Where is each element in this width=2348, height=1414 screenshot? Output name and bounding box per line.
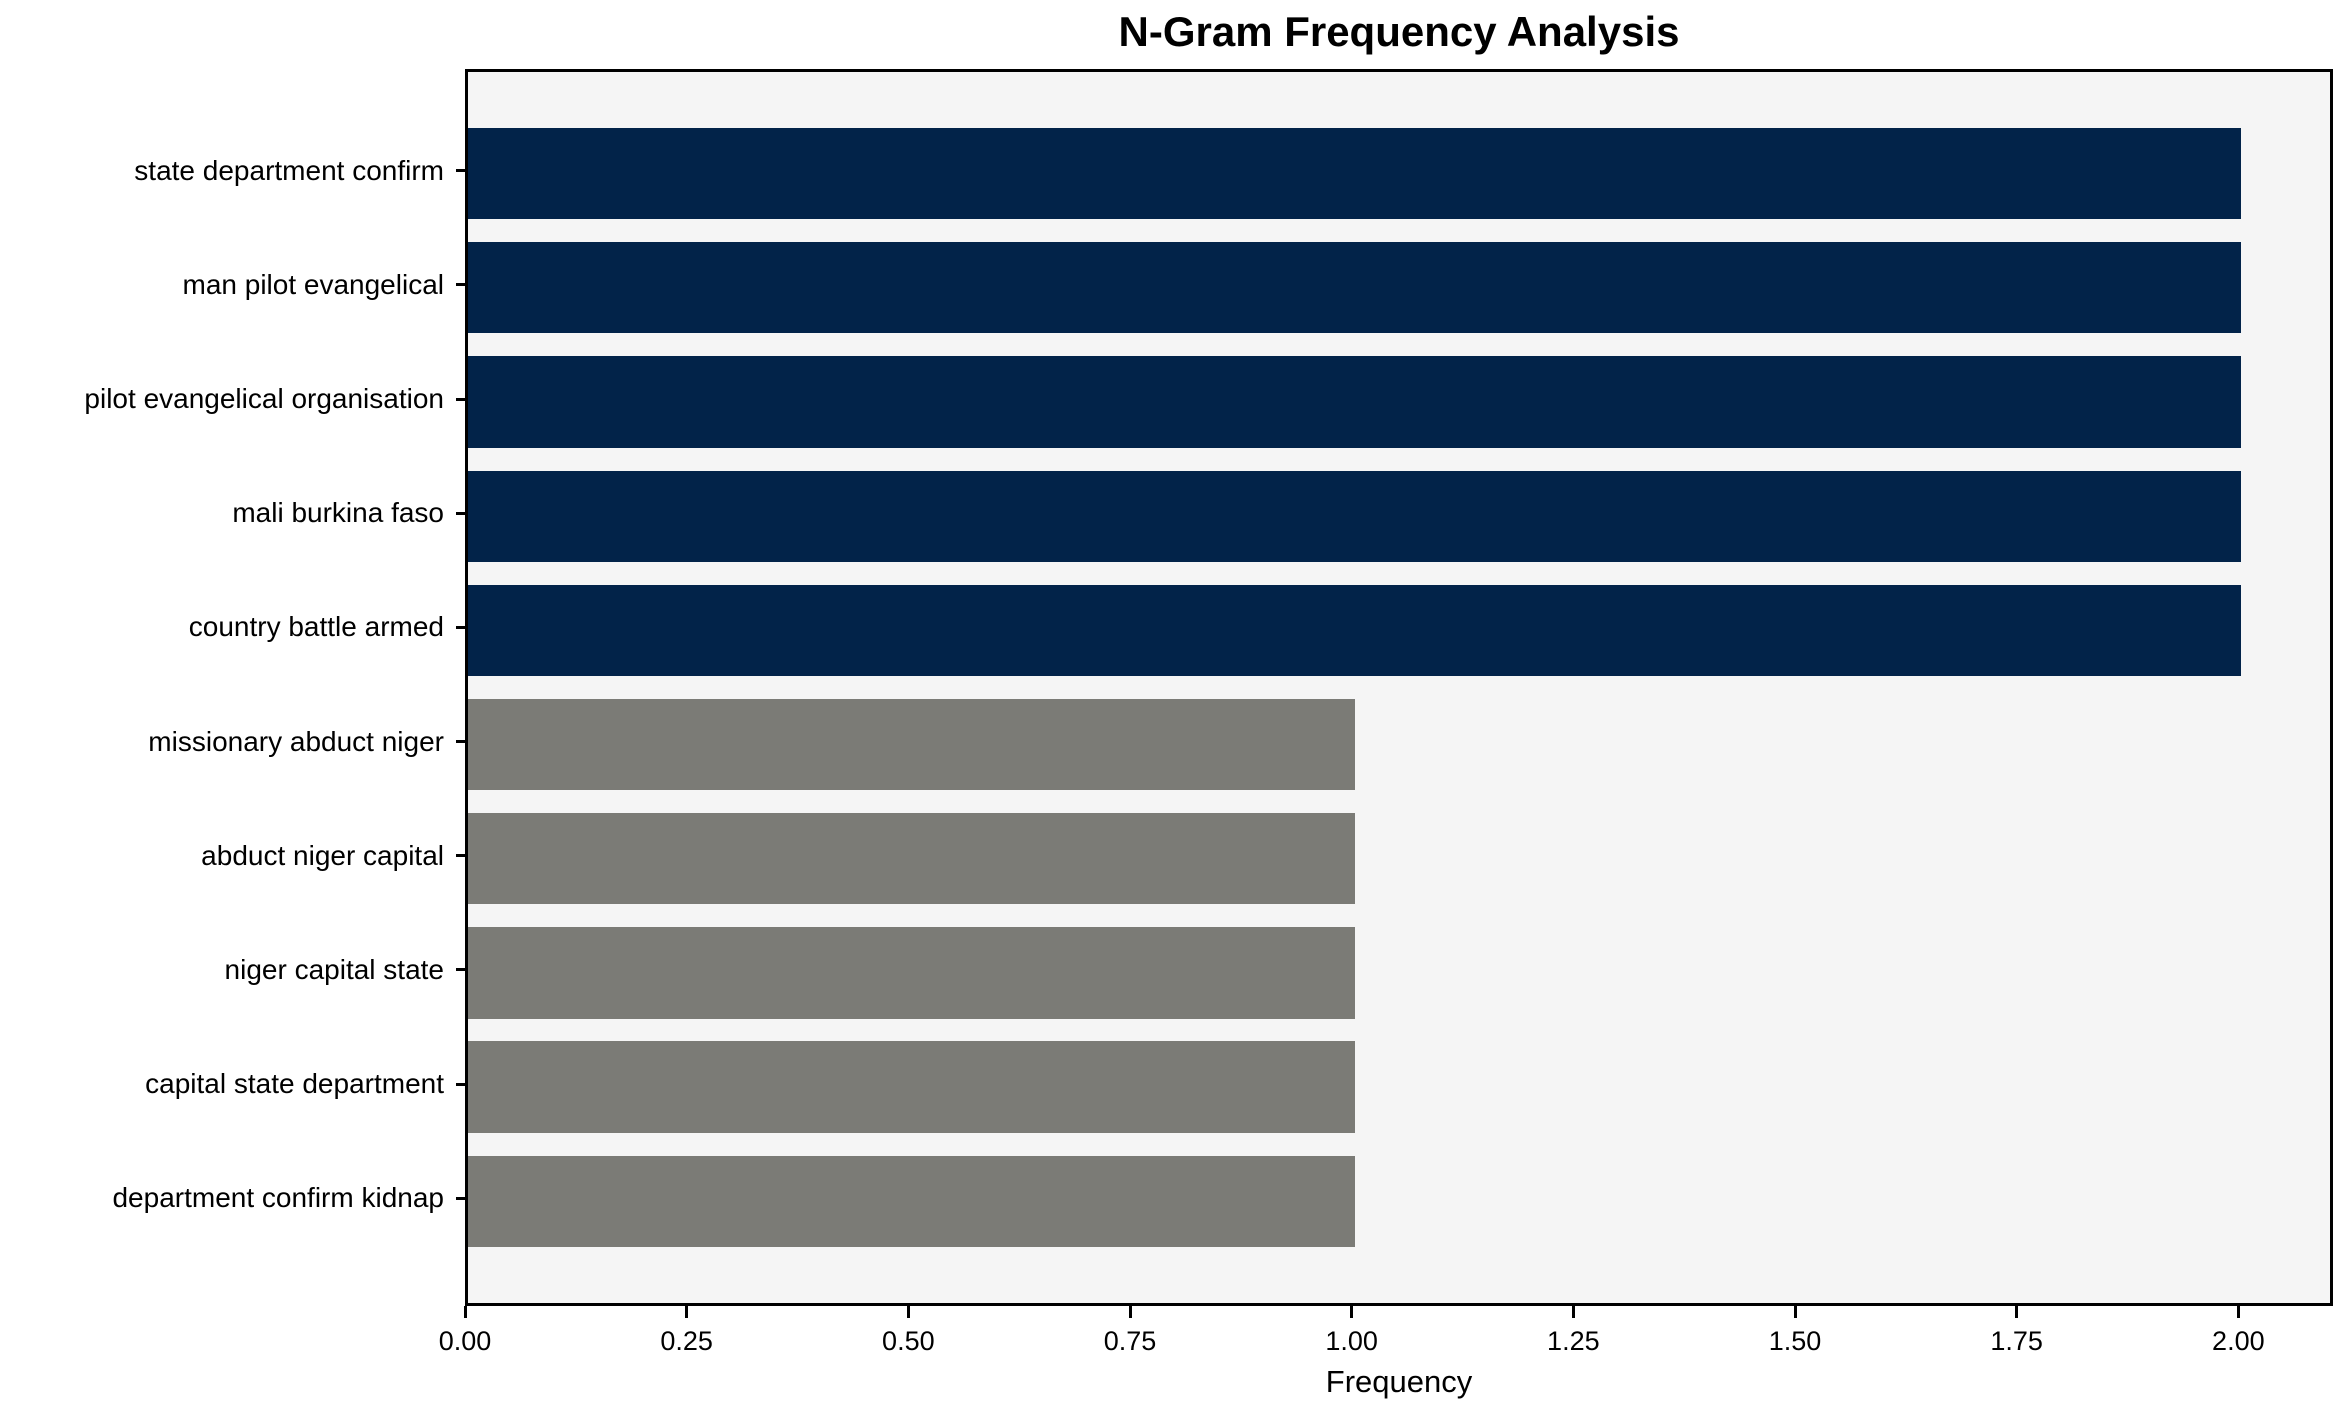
x-tick xyxy=(1571,1306,1575,1318)
x-tick xyxy=(1128,1306,1132,1318)
y-tick xyxy=(456,968,468,972)
x-tick xyxy=(1350,1306,1354,1318)
x-tick xyxy=(2015,1306,2019,1318)
bar xyxy=(468,470,2242,562)
x-tick-label: 0.25 xyxy=(660,1326,713,1356)
y-tick-label: man pilot evangelical xyxy=(182,268,445,300)
bar xyxy=(468,927,1355,1019)
bar xyxy=(468,127,2242,220)
x-tick-label: 1.00 xyxy=(1325,1326,1378,1356)
bar xyxy=(468,813,1355,905)
y-tick xyxy=(456,397,468,401)
x-tick-label: 1.50 xyxy=(1768,1326,1822,1356)
x-tick xyxy=(685,1306,689,1318)
x-tick-label: 1.75 xyxy=(1990,1326,2043,1356)
y-tick xyxy=(456,1196,468,1200)
y-tick-label: state department confirm xyxy=(134,154,444,186)
y-tick xyxy=(456,854,468,858)
bar xyxy=(468,1041,1355,1133)
x-tick-label: 1.25 xyxy=(1547,1326,1600,1356)
y-tick-label: mali burkina faso xyxy=(232,497,444,529)
bar xyxy=(468,584,2242,677)
y-tick xyxy=(456,283,468,287)
y-tick-label: missionary abduct niger xyxy=(148,725,444,757)
bar xyxy=(468,242,2242,334)
y-tick xyxy=(456,1082,468,1086)
x-tick xyxy=(2236,1306,2240,1318)
y-tick-label: pilot evangelical organisation xyxy=(84,383,444,415)
plot-area xyxy=(468,72,2330,1303)
x-tick xyxy=(463,1306,467,1318)
x-tick xyxy=(906,1306,910,1318)
bar xyxy=(468,356,2242,448)
x-axis-title: Frequency xyxy=(1325,1364,1473,1399)
bar xyxy=(468,698,1355,791)
bar xyxy=(468,1155,1355,1248)
x-tick-label: 2.00 xyxy=(2212,1326,2265,1356)
y-tick-label: country battle armed xyxy=(188,611,444,643)
y-tick-label: department confirm kidnap xyxy=(112,1182,444,1214)
y-tick xyxy=(456,169,468,173)
y-tick xyxy=(456,740,468,744)
x-tick xyxy=(1793,1306,1797,1318)
y-tick-label: niger capital state xyxy=(224,953,444,985)
x-tick-label: 0.75 xyxy=(1103,1326,1157,1356)
y-tick xyxy=(456,511,468,515)
y-tick xyxy=(456,625,468,629)
y-tick-label: abduct niger capital xyxy=(201,839,444,871)
y-tick-label: capital state department xyxy=(145,1068,444,1100)
x-tick-label: 0.50 xyxy=(882,1326,935,1356)
chart-title: N-Gram Frequency Analysis xyxy=(1118,8,1680,55)
x-tick-label: 0.00 xyxy=(438,1326,492,1356)
